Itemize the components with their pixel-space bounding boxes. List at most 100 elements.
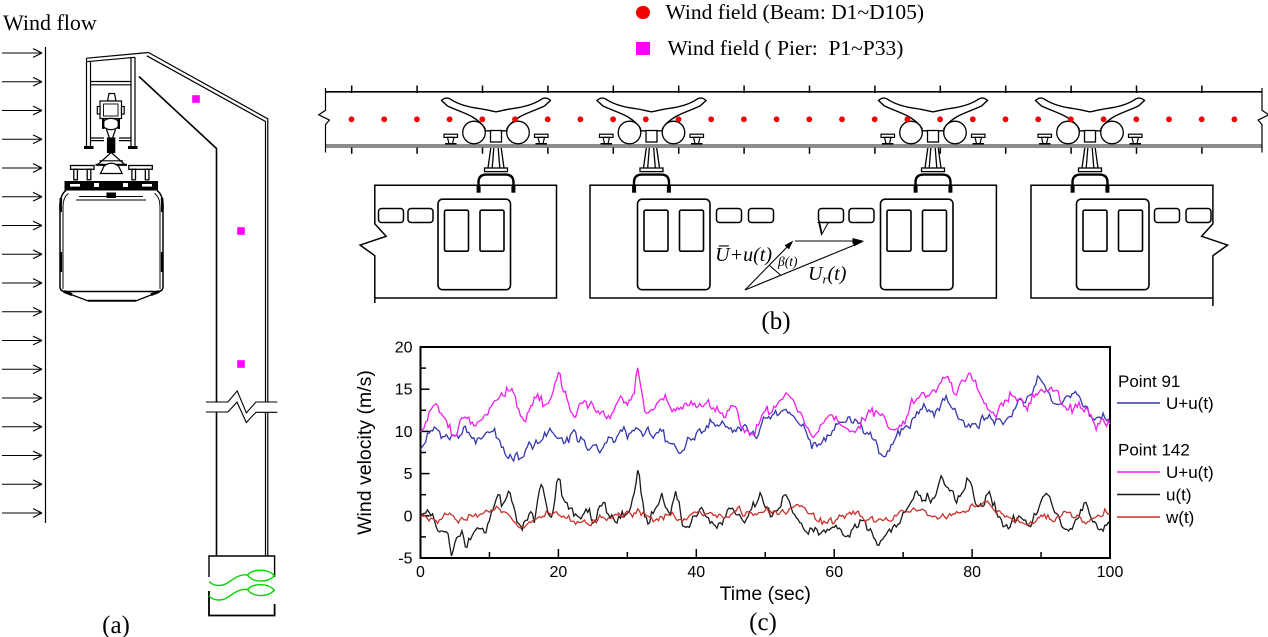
series-p142_U — [420, 367, 1111, 439]
plot-box — [419, 346, 1111, 559]
car-window — [1153, 207, 1181, 224]
vector-ur-arrowhead — [852, 240, 864, 247]
beam-wind-point — [871, 116, 878, 123]
beam-wind-point — [1198, 116, 1205, 123]
foundation — [208, 555, 276, 617]
pier-outer-edge-inner-line — [146, 55, 267, 556]
beam-wind-point — [414, 116, 420, 123]
legend-item-pier: Wind field ( Pier: P1~P33) — [636, 36, 903, 64]
track-surface — [325, 144, 1262, 148]
beam-wind-point — [1166, 116, 1172, 123]
pier-wind-points — [192, 95, 245, 368]
pier-wind-point — [192, 95, 200, 103]
wind-flow-label: Wind flow — [3, 10, 97, 35]
car-window — [377, 207, 405, 224]
car-window — [1185, 207, 1212, 224]
panel-b-caption: (b) — [761, 308, 790, 335]
car-window — [715, 207, 743, 224]
y-tick-label: 0 — [404, 508, 413, 525]
wind-arrow — [2, 335, 43, 346]
car-1-outline — [358, 184, 558, 303]
y-tick-label: 10 — [395, 424, 413, 441]
pier-wind-point — [237, 360, 245, 368]
car-window — [747, 207, 775, 224]
wind-arrow — [2, 450, 43, 461]
wind-arrow — [2, 364, 43, 375]
axis-ticks — [419, 346, 1111, 559]
x-tick-label: 0 — [416, 564, 425, 581]
legend-entry-p142-w-label: w(t) — [1165, 508, 1194, 527]
wind-arrow — [2, 48, 43, 58]
train-body — [59, 189, 164, 302]
roof-band — [64, 181, 158, 191]
roof-linkage — [95, 152, 127, 175]
beam-wind-point — [479, 116, 486, 123]
beam-wind-point — [1231, 116, 1238, 123]
magenta-square-marker — [636, 41, 650, 56]
car-windows-doors — [377, 198, 1212, 291]
series-p91_U — [419, 374, 1111, 463]
y-tick-label: 20 — [395, 340, 413, 357]
vector-label-beta: β(t) — [777, 254, 798, 269]
wind-arrow — [2, 220, 43, 231]
series-p142_u — [419, 469, 1111, 557]
red-dot-marker — [636, 5, 650, 20]
vector-labels: U̅+u(t) V β(t) Ur(t) — [715, 218, 847, 287]
legend-title-point91: Point 91 — [1118, 372, 1180, 391]
legend-entry-p91-U-label: U+u(t) — [1166, 394, 1214, 413]
beam-wind-point — [1035, 116, 1042, 123]
pier — [86, 51, 269, 556]
beam-break-left — [317, 88, 331, 153]
legend-title-point142: Point 142 — [1118, 441, 1190, 460]
pier-wind-point — [237, 227, 245, 235]
vector-label-u: U̅+u(t) — [715, 244, 772, 266]
beam-wind-point — [544, 116, 551, 123]
panel-a: Wind flow — [2, 10, 278, 637]
pier-arm-top-edge — [86, 51, 149, 59]
x-tick-label: 80 — [963, 564, 981, 581]
beam-wind-point — [708, 116, 715, 123]
x-tick-label: 40 — [687, 564, 705, 581]
vector-angle-tick — [769, 265, 782, 276]
x-tick-label: 20 — [550, 564, 568, 581]
ground-wave-2 — [208, 584, 276, 601]
legend-beam-label: Wind field (Beam: D1~D105) — [665, 0, 925, 24]
vector-ur-line — [744, 244, 855, 291]
beam-wind-point — [1068, 116, 1074, 123]
car-door — [1075, 198, 1150, 291]
pier-break — [205, 389, 278, 424]
x-tick-label: 100 — [1097, 564, 1124, 581]
panel-c-caption: (c) — [749, 609, 777, 636]
beam-wind-point — [512, 116, 518, 123]
beam-wind-point — [806, 116, 813, 123]
vector-label-ur: Ur(t) — [808, 263, 847, 287]
beam-wind-point — [741, 116, 747, 123]
legend-item-beam: Wind field (Beam: D1~D105) — [636, 0, 924, 28]
wind-arrow — [2, 163, 43, 173]
beam-wind-point — [348, 116, 355, 123]
x-axis-title: Time (sec) — [720, 583, 811, 605]
beam-wind-point — [773, 116, 780, 123]
vector-label-v: V — [816, 218, 831, 240]
beam-wind-point — [904, 116, 911, 123]
wind-arrow — [2, 306, 43, 317]
beam-wind-point — [675, 116, 682, 123]
legend-pier-label: Wind field ( Pier: P1~P33) — [667, 36, 904, 60]
car-window — [407, 207, 434, 224]
wind-arrow — [2, 508, 43, 518]
pier-inner-edge — [138, 75, 218, 556]
y-tick-label: -5 — [398, 551, 412, 568]
car-door — [636, 198, 711, 291]
beam-wind-point — [577, 116, 584, 123]
beam-wind-point — [839, 116, 845, 123]
pier-outer-edge — [148, 51, 269, 556]
beam-wind-point — [1002, 116, 1009, 123]
beam-wind-point — [1133, 116, 1140, 123]
beam-wind-point — [381, 116, 388, 123]
wind-arrow — [2, 191, 43, 202]
